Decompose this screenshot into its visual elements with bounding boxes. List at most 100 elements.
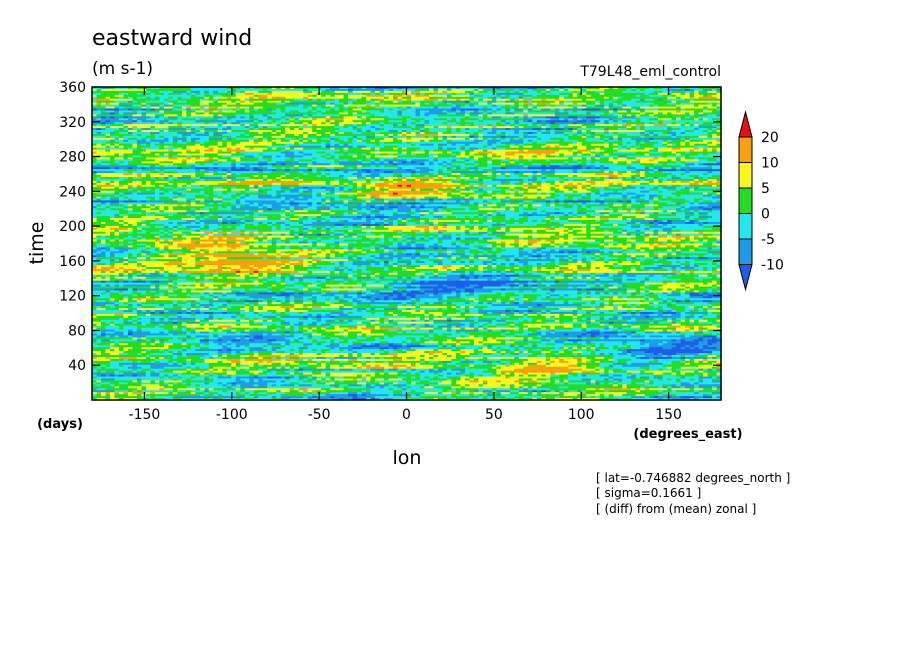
heatmap-cell bbox=[694, 90, 700, 94]
heatmap-cell bbox=[298, 94, 304, 98]
heatmap-cell bbox=[235, 92, 241, 96]
heatmap-cell bbox=[186, 90, 192, 94]
heatmap-cell bbox=[707, 94, 713, 98]
heatmap-cell bbox=[145, 94, 151, 98]
heatmap-cell bbox=[100, 92, 107, 96]
heatmap-cell bbox=[321, 87, 327, 90]
heatmap-cell bbox=[482, 92, 488, 96]
heatmap-cell bbox=[442, 92, 448, 96]
heatmap-cell bbox=[127, 88, 134, 92]
heatmap-cell bbox=[186, 92, 192, 96]
heatmap-cell bbox=[613, 88, 619, 92]
heatmap-cell bbox=[244, 94, 250, 98]
heatmap-cell bbox=[658, 88, 664, 92]
heatmap-cell bbox=[635, 92, 641, 96]
heatmap-cell bbox=[496, 90, 502, 94]
heatmap-cell bbox=[545, 90, 551, 94]
heatmap-cell bbox=[689, 88, 695, 92]
heatmap-cell bbox=[168, 96, 174, 100]
heatmap-cell bbox=[168, 92, 174, 96]
heatmap-cell bbox=[307, 92, 313, 96]
heatmap-cell bbox=[541, 92, 547, 96]
heatmap-cell bbox=[388, 94, 394, 98]
heatmap-cell bbox=[366, 94, 372, 98]
heatmap-cell bbox=[249, 96, 255, 100]
heatmap-cell bbox=[384, 96, 390, 100]
heatmap-cell bbox=[478, 88, 484, 92]
heatmap-cell bbox=[424, 94, 430, 98]
heatmap-cell bbox=[289, 92, 295, 96]
heatmap-cell bbox=[92, 96, 98, 100]
heatmap-cell bbox=[334, 88, 340, 92]
heatmap-cell bbox=[590, 94, 596, 98]
heatmap-cell bbox=[334, 94, 340, 98]
heatmap-cell bbox=[640, 92, 646, 96]
heatmap-cell bbox=[460, 94, 466, 98]
heatmap-cell bbox=[622, 88, 628, 92]
heatmap-cell bbox=[707, 87, 713, 90]
heatmap-cell bbox=[289, 96, 295, 100]
heatmap-cell bbox=[280, 88, 286, 92]
heatmap-cell bbox=[550, 92, 556, 96]
heatmap-cell bbox=[280, 94, 286, 98]
heatmap-cell bbox=[680, 90, 686, 94]
heatmap-cell bbox=[577, 87, 583, 90]
heatmap-cell bbox=[433, 87, 439, 90]
heatmap-cell bbox=[136, 92, 143, 96]
heatmap-cell bbox=[258, 90, 264, 94]
heatmap-cell bbox=[694, 94, 700, 98]
heatmap-cell bbox=[689, 90, 695, 94]
heatmap-cell bbox=[195, 88, 201, 92]
heatmap-cell bbox=[114, 90, 120, 94]
heatmap-cell bbox=[563, 94, 569, 98]
heatmap-cell bbox=[626, 94, 632, 98]
heatmap-cell bbox=[500, 88, 506, 92]
heatmap-cell bbox=[154, 94, 160, 98]
heatmap-cell bbox=[428, 88, 435, 92]
heatmap-cell bbox=[433, 92, 439, 96]
heatmap-cell bbox=[658, 90, 664, 94]
heatmap-cell bbox=[514, 88, 520, 92]
heatmap-cell bbox=[361, 94, 367, 98]
heatmap-cell bbox=[312, 90, 318, 94]
heatmap-cell bbox=[698, 92, 704, 96]
heatmap-cell bbox=[712, 92, 718, 96]
heatmap-cell bbox=[267, 96, 273, 100]
heatmap-field bbox=[92, 87, 722, 401]
heatmap-cell bbox=[303, 88, 309, 92]
heatmap-cell bbox=[532, 92, 538, 96]
heatmap-cell bbox=[136, 90, 143, 94]
heatmap-cell bbox=[523, 90, 529, 94]
heatmap-cell bbox=[136, 87, 143, 90]
heatmap-cell bbox=[195, 96, 201, 100]
heatmap-cell bbox=[460, 92, 466, 96]
heatmap-cell bbox=[217, 88, 223, 92]
heatmap-cell bbox=[712, 88, 718, 92]
heatmap-cell bbox=[446, 92, 453, 96]
heatmap-cell bbox=[496, 94, 502, 98]
heatmap-cell bbox=[127, 92, 134, 96]
heatmap-cell bbox=[446, 90, 453, 94]
heatmap-cell bbox=[509, 87, 515, 90]
heatmap-cell bbox=[240, 94, 246, 98]
heatmap-cell bbox=[676, 87, 682, 90]
heatmap-cell bbox=[653, 90, 659, 94]
heatmap-cell bbox=[190, 94, 196, 98]
heatmap-cell bbox=[150, 92, 156, 96]
heatmap-cell bbox=[384, 90, 390, 94]
heatmap-cell bbox=[298, 87, 304, 90]
heatmap-cell bbox=[433, 88, 439, 92]
heatmap-cell bbox=[163, 92, 169, 96]
heatmap-cell bbox=[667, 94, 673, 98]
heatmap-cell bbox=[662, 90, 668, 94]
heatmap-cell bbox=[114, 87, 120, 90]
heatmap-cell bbox=[523, 87, 529, 90]
heatmap-cell bbox=[352, 87, 358, 90]
heatmap-cell bbox=[249, 92, 255, 96]
heatmap-cell bbox=[334, 90, 340, 94]
heatmap-cell bbox=[118, 92, 125, 96]
heatmap-cell bbox=[159, 92, 165, 96]
heatmap-cell bbox=[105, 88, 111, 92]
heatmap-cell bbox=[685, 94, 691, 98]
heatmap-cell bbox=[190, 96, 196, 100]
